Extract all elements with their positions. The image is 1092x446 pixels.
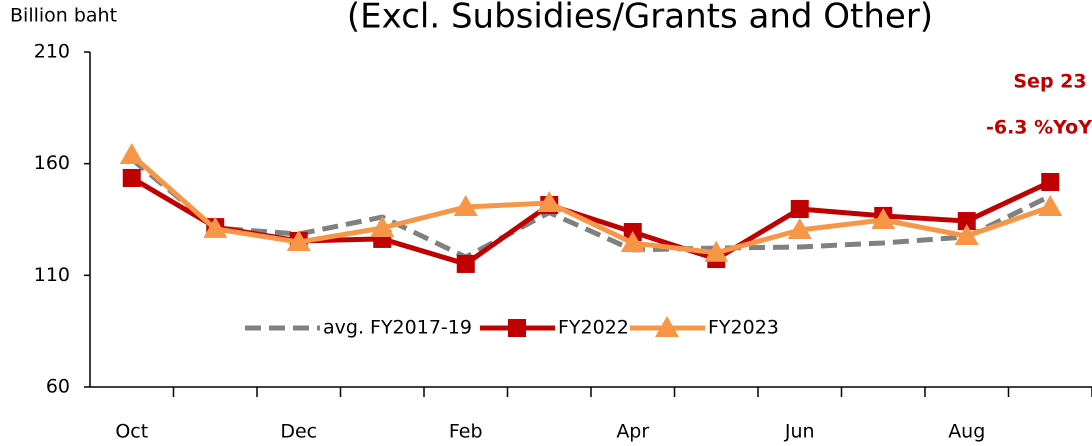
marker xyxy=(871,207,896,229)
x-tick-label: Oct xyxy=(115,421,148,443)
line-series xyxy=(130,153,1052,256)
marker xyxy=(704,240,729,262)
marker xyxy=(954,224,979,246)
chart-title: (Excl. Subsidies/Grants and Other) xyxy=(347,0,933,37)
legend-label: FY2022 xyxy=(558,317,629,339)
marker xyxy=(370,215,395,237)
marker xyxy=(122,168,141,187)
y-tick-label: 160 xyxy=(34,152,70,174)
y-tick-label: 60 xyxy=(46,376,70,398)
annotation: Sep 23 xyxy=(1013,71,1086,93)
x-tick-label: Feb xyxy=(449,421,483,443)
y-tick-label: 110 xyxy=(34,264,70,286)
marker xyxy=(957,212,976,231)
marker xyxy=(1041,172,1060,191)
x-tick-label: Dec xyxy=(280,421,317,443)
marker xyxy=(203,216,228,238)
annotation: -6.3 %YoY xyxy=(986,117,1092,139)
y-axis-label: Billion baht xyxy=(10,5,117,27)
legend-label: avg. FY2017-19 xyxy=(323,317,472,339)
x-tick-label: Jun xyxy=(784,421,815,443)
marker xyxy=(787,217,812,239)
marker xyxy=(1038,194,1063,216)
marker xyxy=(537,190,562,212)
legend-marker xyxy=(508,319,526,337)
x-tick-label: Aug xyxy=(948,421,985,443)
line-series xyxy=(130,157,1052,260)
legend-label: FY2023 xyxy=(708,317,779,339)
marker xyxy=(286,230,311,252)
x-tick-label: Apr xyxy=(616,421,649,443)
y-tick-label: 210 xyxy=(34,41,70,63)
marker xyxy=(620,230,645,252)
marker xyxy=(119,142,144,164)
marker xyxy=(790,200,809,219)
marker xyxy=(453,194,478,216)
marker xyxy=(456,254,475,273)
legend-marker xyxy=(655,316,679,337)
